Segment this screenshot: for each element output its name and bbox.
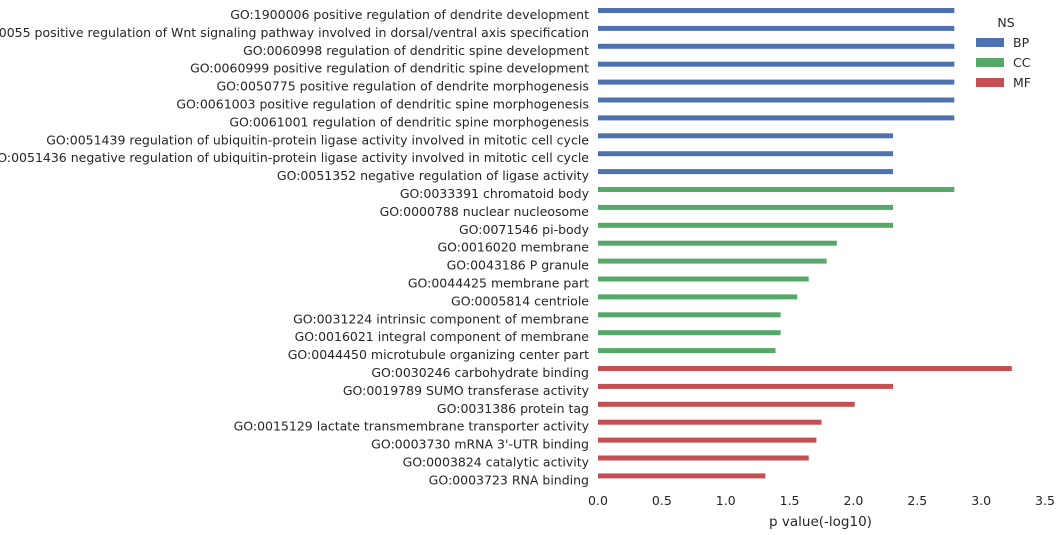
category-label-10: GO:0033391 chromatoid body (400, 186, 590, 201)
bar-3 (598, 61, 955, 67)
legend-swatch-mf (976, 78, 1004, 87)
x-tick-label-3: 1.5 (780, 493, 800, 508)
x-axis-ticks: 0.0 0.5 1.0 1.5 2.0 2.5 3.0 3.5 (588, 493, 1055, 508)
category-label-26: GO:0003723 RNA binding (429, 472, 589, 487)
legend-swatch-bp (976, 38, 1004, 47)
category-label-5: GO:0061003 positive regulation of dendri… (176, 97, 589, 112)
legend-label-cc: CC (1013, 55, 1031, 70)
bar-1 (598, 25, 955, 31)
x-tick-label-1: 0.5 (652, 493, 672, 508)
bar-5 (598, 97, 955, 103)
bar-12 (598, 222, 894, 228)
bar-22 (598, 401, 855, 407)
category-label-13: GO:0016020 membrane (437, 240, 589, 255)
x-tick-label-5: 2.5 (907, 493, 927, 508)
bar-9 (598, 169, 894, 175)
bar-24 (598, 437, 817, 443)
category-label-23: GO:0015129 lactate transmembrane transpo… (234, 419, 590, 434)
bar-10 (598, 187, 955, 192)
category-labels: GO:1900006 positive regulation of dendri… (0, 7, 590, 487)
bar-7 (598, 133, 894, 139)
category-label-7: GO:0051439 regulation of ubiquitin-prote… (46, 132, 589, 147)
x-tick-label-0: 0.0 (588, 493, 608, 508)
bar-17 (598, 312, 781, 318)
category-label-24: GO:0003730 mRNA 3'-UTR binding (371, 437, 589, 452)
category-label-2: GO:0060998 regulation of dendritic spine… (243, 43, 589, 58)
bar-4 (598, 79, 955, 85)
bar-18 (598, 330, 781, 336)
bar-15 (598, 276, 809, 282)
bar-26 (598, 473, 766, 479)
legend-label-mf: MF (1013, 75, 1031, 90)
category-label-18: GO:0016021 integral component of membran… (295, 329, 590, 344)
bar-14 (598, 258, 827, 264)
category-label-8: GO:0051436 negative regulation of ubiqui… (0, 150, 589, 165)
category-label-3: GO:0060999 positive regulation of dendri… (190, 61, 589, 76)
category-label-16: GO:0005814 centriole (451, 293, 589, 308)
bar-25 (598, 455, 809, 461)
bar-21 (598, 383, 894, 389)
bars-group (598, 8, 1012, 479)
category-label-19: GO:0044450 microtubule organizing center… (288, 347, 589, 362)
bar-16 (598, 294, 798, 300)
category-label-1: GO:2000055 positive regulation of Wnt si… (0, 25, 589, 40)
bar-0 (598, 8, 955, 13)
bar-23 (598, 419, 822, 425)
bar-13 (598, 240, 837, 246)
category-label-9: GO:0051352 negative regulation of ligase… (277, 168, 590, 183)
category-label-17: GO:0031224 intrinsic component of membra… (293, 311, 589, 326)
category-label-15: GO:0044425 membrane part (408, 276, 589, 291)
legend-title: NS (997, 15, 1014, 30)
x-axis-label: p value(-log10) (769, 514, 872, 530)
category-label-4: GO:0050775 positive regulation of dendri… (216, 79, 589, 94)
bar-2 (598, 43, 955, 49)
x-tick-label-2: 1.0 (716, 493, 736, 508)
category-label-6: GO:0061001 regulation of dendritic spine… (229, 114, 589, 129)
category-label-11: GO:0000788 nuclear nucleosome (380, 204, 590, 219)
x-tick-label-7: 3.5 (1035, 493, 1055, 508)
legend-swatch-cc (976, 58, 1004, 67)
category-label-20: GO:0030246 carbohydrate binding (371, 365, 589, 380)
bar-6 (598, 115, 955, 121)
legend: NS BP CC MF (976, 15, 1031, 90)
bar-11 (598, 204, 894, 210)
category-label-21: GO:0019789 SUMO transferase activity (343, 383, 590, 398)
category-label-25: GO:0003824 catalytic activity (403, 455, 590, 470)
category-label-14: GO:0043186 P granule (447, 258, 590, 273)
category-label-12: GO:0071546 pi-body (459, 222, 590, 237)
category-label-22: GO:0031386 protein tag (437, 401, 589, 416)
legend-label-bp: BP (1013, 35, 1030, 50)
x-tick-label-6: 3.0 (971, 493, 991, 508)
category-label-0: GO:1900006 positive regulation of dendri… (230, 7, 589, 22)
x-tick-label-4: 2.0 (843, 493, 863, 508)
bar-20 (598, 366, 1012, 371)
bar-8 (598, 151, 894, 157)
bar-19 (598, 348, 776, 354)
